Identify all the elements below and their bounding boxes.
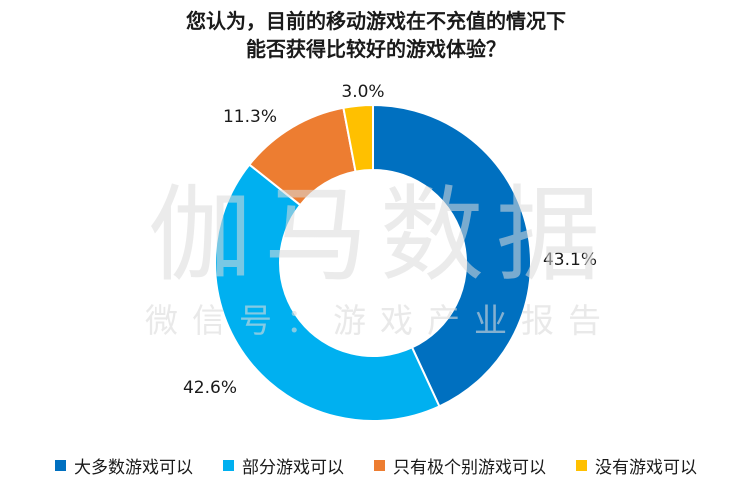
legend: 大多数游戏可以 部分游戏可以 只有极个别游戏可以 没有游戏可以 [0, 453, 752, 478]
legend-item-very-few: 只有极个别游戏可以 [374, 453, 546, 478]
legend-swatch [374, 459, 385, 471]
legend-label: 没有游戏可以 [595, 457, 697, 478]
legend-item-none: 没有游戏可以 [576, 453, 697, 478]
data-label-some: 42.6% [183, 378, 237, 398]
legend-label: 只有极个别游戏可以 [393, 457, 546, 478]
slice-none [342, 103, 374, 173]
legend-item-most: 大多数游戏可以 [55, 453, 193, 478]
slice-most [372, 103, 532, 408]
legend-item-some: 部分游戏可以 [223, 453, 344, 478]
legend-label: 大多数游戏可以 [74, 457, 193, 478]
chart-title-line-1: 您认为，目前的移动游戏在不充值的情况下 [186, 9, 566, 33]
legend-swatch [55, 459, 66, 471]
chart-title-line-2: 能否获得比较好的游戏体验？ [246, 37, 506, 61]
legend-swatch [576, 459, 587, 471]
data-label-most: 43.1% [543, 250, 597, 270]
data-label-very-few: 11.3% [223, 107, 277, 127]
slice-some [214, 163, 441, 422]
legend-swatch [223, 459, 234, 471]
data-label-none: 3.0% [341, 82, 384, 102]
legend-label: 部分游戏可以 [242, 457, 344, 478]
